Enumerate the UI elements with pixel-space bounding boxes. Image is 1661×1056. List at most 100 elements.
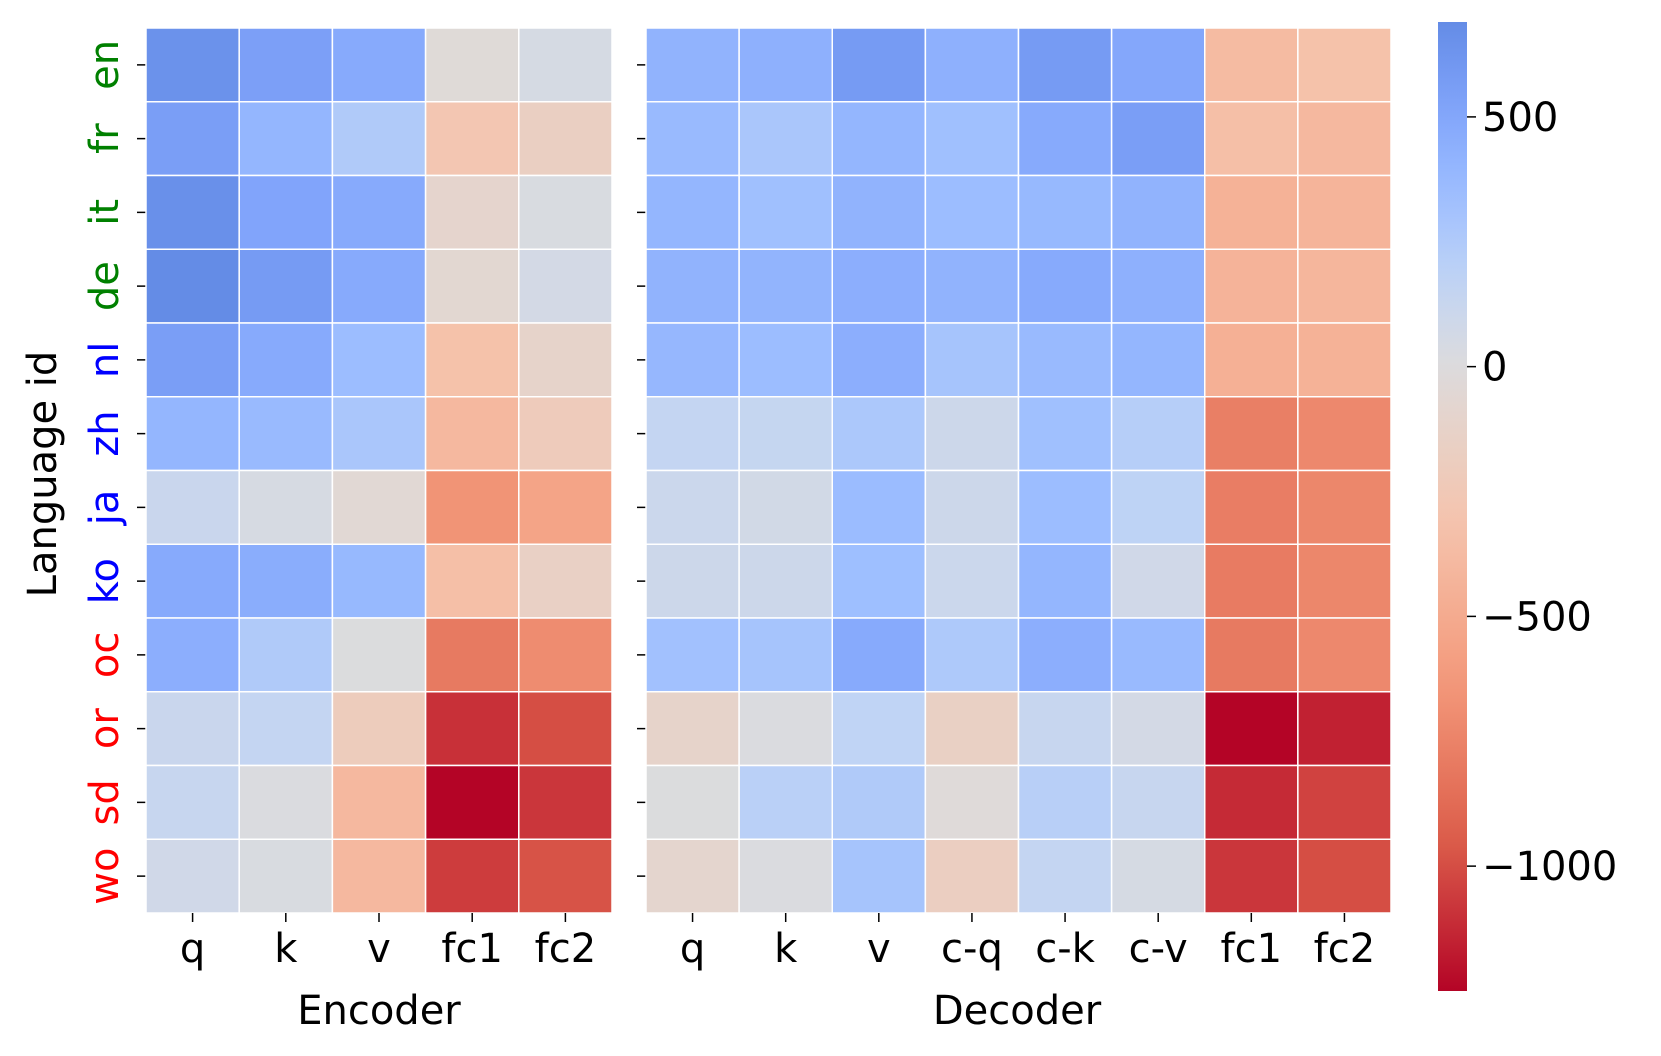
decoder-cell-oc-c-q bbox=[924, 617, 1020, 693]
encoder-cell-or-q bbox=[145, 691, 240, 767]
decoder-cell-oc-c-v bbox=[1110, 617, 1206, 693]
decoder-cell-sd-fc2 bbox=[1297, 764, 1392, 840]
decoder-x-tick-label: c-v bbox=[1129, 926, 1188, 972]
decoder-cell-it-fc1 bbox=[1204, 174, 1299, 250]
encoder-x-tick-label: q bbox=[180, 926, 205, 972]
decoder-cell-de-c-v bbox=[1110, 248, 1206, 324]
decoder-cell-ja-v bbox=[831, 469, 927, 545]
y-tick-label-en: en bbox=[82, 40, 128, 90]
encoder-cell-en-q bbox=[145, 27, 240, 103]
y-tick-label-zh: zh bbox=[82, 410, 128, 456]
decoder-cell-fr-k bbox=[738, 101, 833, 177]
decoder-cell-or-k bbox=[738, 691, 833, 767]
decoder-cell-sd-q bbox=[645, 764, 740, 840]
decoder-cell-wo-fc1 bbox=[1204, 838, 1299, 914]
encoder-cell-oc-k bbox=[238, 617, 334, 693]
decoder-x-tick-label: c-k bbox=[1035, 926, 1095, 972]
decoder-cell-fr-c-q bbox=[924, 101, 1020, 177]
encoder-cell-wo-fc2 bbox=[518, 838, 613, 914]
decoder-cell-wo-k bbox=[738, 838, 833, 914]
decoder-cell-or-v bbox=[831, 691, 927, 767]
decoder-cell-en-c-q bbox=[924, 27, 1020, 103]
colorbar-tick-label: −1000 bbox=[1482, 844, 1617, 890]
encoder-cell-ja-v bbox=[331, 469, 427, 545]
y-tick-label-ja: ja bbox=[82, 490, 128, 527]
decoder-cell-nl-q bbox=[645, 322, 740, 398]
decoder-cell-oc-q bbox=[645, 617, 740, 693]
decoder-cell-de-v bbox=[831, 248, 927, 324]
y-tick-label-fr: fr bbox=[82, 123, 128, 154]
decoder-cell-de-fc2 bbox=[1297, 248, 1392, 324]
decoder-cell-nl-fc1 bbox=[1204, 322, 1299, 398]
decoder-cell-oc-fc2 bbox=[1297, 617, 1392, 693]
decoder-cell-zh-v bbox=[831, 396, 927, 472]
decoder-cell-de-q bbox=[645, 248, 740, 324]
encoder-cell-ko-fc1 bbox=[424, 543, 520, 619]
decoder-cell-en-fc2 bbox=[1297, 27, 1392, 103]
decoder-cell-fr-fc1 bbox=[1204, 101, 1299, 177]
decoder-heatmap-panel: q k v c-q c-k c-v fc1 fc2 bbox=[645, 27, 1392, 972]
decoder-cell-ko-fc2 bbox=[1297, 543, 1392, 619]
encoder-x-tick-label: v bbox=[367, 926, 391, 972]
decoder-cell-zh-k bbox=[738, 396, 833, 472]
encoder-cell-ja-fc1 bbox=[424, 469, 520, 545]
y-tick-label-oc: oc bbox=[82, 632, 128, 678]
encoder-cell-zh-fc2 bbox=[518, 396, 613, 472]
encoder-cell-ja-q bbox=[145, 469, 240, 545]
decoder-cell-wo-c-q bbox=[924, 838, 1020, 914]
decoder-cell-nl-fc2 bbox=[1297, 322, 1392, 398]
decoder-cell-it-k bbox=[738, 174, 833, 250]
decoder-cell-sd-c-k bbox=[1017, 764, 1113, 840]
decoder-x-tick-label: c-q bbox=[941, 926, 1003, 972]
encoder-cell-it-fc2 bbox=[518, 174, 613, 250]
decoder-cell-ja-c-q bbox=[924, 469, 1020, 545]
encoder-heatmap-panel: q k v fc1 fc2 bbox=[145, 27, 613, 972]
decoder-cell-it-fc2 bbox=[1297, 174, 1392, 250]
decoder-cell-ja-c-v bbox=[1110, 469, 1206, 545]
decoder-cell-or-q bbox=[645, 691, 740, 767]
encoder-cell-fr-fc2 bbox=[518, 101, 613, 177]
decoder-cell-or-fc2 bbox=[1297, 691, 1392, 767]
y-axis-title: Language id bbox=[20, 351, 66, 598]
encoder-cell-sd-q bbox=[145, 764, 240, 840]
y-axis-ticks bbox=[137, 64, 646, 877]
encoder-cell-de-fc1 bbox=[424, 248, 520, 324]
decoder-cell-en-c-k bbox=[1017, 27, 1113, 103]
decoder-cell-or-fc1 bbox=[1204, 691, 1299, 767]
encoder-cell-or-fc1 bbox=[424, 691, 520, 767]
encoder-cell-wo-v bbox=[331, 838, 427, 914]
encoder-cell-de-v bbox=[331, 248, 427, 324]
decoder-cell-ko-q bbox=[645, 543, 740, 619]
encoder-cell-sd-k bbox=[238, 764, 334, 840]
y-tick-label-sd: sd bbox=[82, 779, 128, 825]
decoder-cell-en-fc1 bbox=[1204, 27, 1299, 103]
encoder-cell-de-k bbox=[238, 248, 334, 324]
decoder-x-tick-label: q bbox=[680, 926, 705, 972]
decoder-cell-or-c-k bbox=[1017, 691, 1113, 767]
colorbar-tick-label: 500 bbox=[1482, 95, 1558, 141]
decoder-x-tick-label: fc1 bbox=[1221, 926, 1283, 972]
decoder-cell-wo-c-v bbox=[1110, 838, 1206, 914]
decoder-cell-oc-v bbox=[831, 617, 927, 693]
decoder-cell-fr-c-k bbox=[1017, 101, 1113, 177]
encoder-cell-sd-v bbox=[331, 764, 427, 840]
encoder-cell-zh-fc1 bbox=[424, 396, 520, 472]
decoder-cell-sd-c-q bbox=[924, 764, 1020, 840]
y-tick-label-de: de bbox=[82, 261, 128, 311]
decoder-cell-fr-q bbox=[645, 101, 740, 177]
decoder-cell-nl-k bbox=[738, 322, 833, 398]
colorbar-tick-label: −500 bbox=[1482, 594, 1592, 640]
encoder-cell-ja-fc2 bbox=[518, 469, 613, 545]
encoder-cell-wo-k bbox=[238, 838, 334, 914]
encoder-cell-nl-fc2 bbox=[518, 322, 613, 398]
y-tick-label-nl: nl bbox=[82, 342, 128, 378]
decoder-cell-ko-k bbox=[738, 543, 833, 619]
encoder-cell-ja-k bbox=[238, 469, 334, 545]
decoder-cell-it-c-v bbox=[1110, 174, 1206, 250]
decoder-cell-ko-c-v bbox=[1110, 543, 1206, 619]
y-tick-label-ko: ko bbox=[82, 558, 128, 604]
colorbar-tick-label: 0 bbox=[1482, 345, 1507, 391]
y-axis-labels: en fr it de nl zh ja ko oc or sd wo bbox=[82, 40, 128, 905]
decoder-cell-en-q bbox=[645, 27, 740, 103]
